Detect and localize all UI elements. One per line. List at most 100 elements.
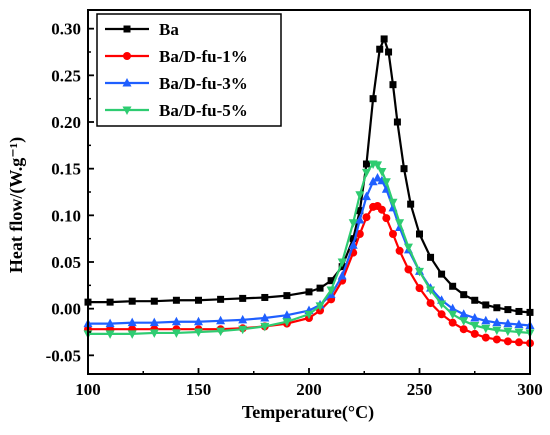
data-point [356,207,364,215]
data-point [368,176,378,186]
data-point [426,286,436,295]
data-point [355,215,365,224]
data-point [492,326,502,336]
data-point [282,310,292,319]
legend-marker [122,78,132,87]
legend-marker [122,106,132,115]
data-point [337,258,347,267]
data-point [362,213,371,222]
data-point [195,296,202,304]
data-point [504,306,512,314]
data-point [459,317,469,326]
data-point [438,270,446,278]
legend-label: Ba [159,20,179,39]
data-point [388,198,398,208]
data-point [377,205,386,214]
data-point [403,243,413,253]
y-axis-label: Heat flow/(W.g⁻¹) [6,137,27,273]
data-point [337,271,347,280]
legend-label: Ba/D-fu-1% [159,47,248,66]
y-tick-label: 0.20 [51,113,81,132]
y-tick-label: -0.05 [46,346,81,365]
data-point [149,317,159,327]
data-point [395,246,404,255]
x-tick-label: 200 [296,380,322,399]
legend-marker [123,25,131,33]
data-point [355,191,365,200]
y-tick-label: 0.15 [51,160,81,179]
data-point [437,310,446,319]
data-point [492,317,502,327]
data-point [503,327,513,337]
data-point [260,322,270,332]
data-point [362,160,370,168]
data-point [261,293,269,301]
legend-label: Ba/D-fu-3% [159,74,248,93]
data-point [348,240,358,249]
data-point [426,299,435,308]
data-point [459,325,468,334]
data-point [127,317,137,327]
data-point [437,300,447,309]
data-point [407,200,415,208]
data-point [373,173,383,182]
data-point [514,328,524,337]
data-point [393,118,401,126]
y-tick-label: 0.00 [51,300,81,319]
data-point [471,296,479,304]
x-tick-label: 100 [75,380,101,399]
y-tick-label: 0.10 [51,206,81,225]
data-point [239,294,247,302]
series-4 [83,160,535,339]
data-point [503,318,513,328]
data-point [448,318,457,327]
data-point [376,45,384,53]
legend-label: Ba/D-fu-5% [159,101,248,120]
data-point [238,325,248,335]
y-tick-label: 0.25 [51,66,81,85]
data-point [172,296,180,304]
series-3 [83,173,535,329]
data-point [382,214,391,223]
data-point [283,292,291,300]
legend-marker [123,52,131,60]
data-point [449,282,457,290]
data-point [238,314,248,324]
data-point [377,167,387,177]
data-point [388,230,397,238]
data-point [326,286,336,295]
x-axis-label: Temperature(°C) [242,402,374,423]
x-tick-label: 300 [517,380,543,399]
data-point [327,277,335,285]
data-point [415,267,424,277]
data-point [481,333,490,342]
data-point [448,303,458,313]
data-point [482,301,490,309]
data-point [361,191,371,201]
data-point [448,310,458,320]
data-point [216,315,226,325]
data-point [150,297,158,305]
data-point [395,219,405,228]
data-point [515,307,523,315]
data-point [373,161,383,170]
data-point [514,338,523,347]
data-point [105,330,115,339]
data-point [128,297,136,305]
data-point [216,327,226,337]
data-point [348,219,358,228]
data-point [369,95,377,103]
data-point [400,165,408,173]
data-point [380,35,388,43]
data-point [171,329,181,338]
data-point [361,168,371,178]
data-point [304,310,314,320]
data-point [149,329,159,338]
y-tick-label: 0.05 [51,253,81,272]
data-point [493,304,501,312]
data-point [470,329,479,338]
data-point [385,48,393,56]
data-point [470,321,480,331]
data-point [415,284,424,293]
